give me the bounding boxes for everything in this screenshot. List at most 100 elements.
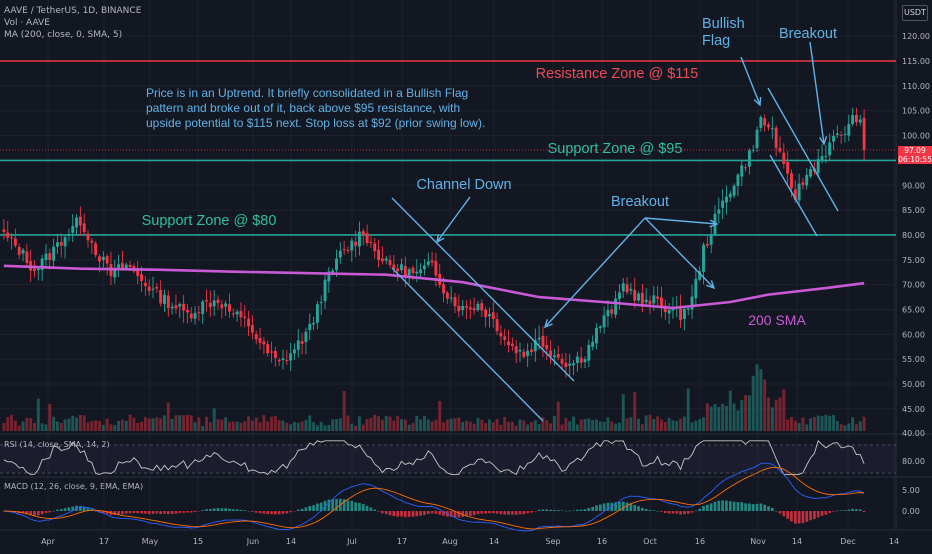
- macd-histogram-bar: [553, 509, 556, 511]
- volume-bar: [151, 418, 155, 431]
- candle-body: [365, 233, 369, 244]
- macd-histogram-bar: [220, 508, 224, 511]
- macd-histogram-bar: [683, 511, 686, 515]
- macd-histogram-bar: [174, 511, 178, 514]
- macd-histogram-bar: [583, 509, 587, 511]
- volume-bar: [90, 421, 94, 431]
- macd-histogram-bar: [587, 507, 591, 511]
- volume-bar: [94, 420, 98, 431]
- candle-body: [231, 313, 235, 315]
- volume-bar: [442, 422, 446, 431]
- volume-bar: [499, 424, 503, 431]
- candle-body: [48, 253, 52, 260]
- candle-body: [656, 296, 660, 299]
- volume-bar: [533, 420, 537, 431]
- candle-body: [273, 350, 277, 359]
- macd-histogram-bar: [132, 511, 136, 514]
- volume-bar: [663, 422, 667, 431]
- candle-body: [220, 304, 224, 309]
- candle-body: [403, 266, 407, 278]
- macd-histogram-bar: [277, 511, 281, 515]
- macd-histogram-bar: [579, 509, 583, 511]
- candle-body: [751, 149, 755, 151]
- volume-bar: [285, 422, 289, 431]
- candle-body: [518, 349, 522, 352]
- candle-body: [342, 249, 346, 251]
- volume-bar: [10, 414, 14, 431]
- candle-body: [491, 312, 495, 319]
- candle-body: [155, 287, 159, 289]
- candle-body: [193, 312, 197, 319]
- volume-bar: [201, 425, 205, 431]
- macd-histogram-bar: [828, 511, 832, 514]
- volume-bar: [178, 415, 182, 431]
- candle-body: [350, 240, 354, 251]
- candle-body: [6, 232, 10, 238]
- volume-bar: [308, 415, 312, 431]
- candle-body: [828, 142, 832, 156]
- volume-bar: [468, 421, 472, 431]
- volume-bar: [549, 423, 553, 431]
- macd-histogram-bar: [468, 511, 472, 516]
- macd-histogram-bar: [396, 511, 400, 517]
- candle-body: [728, 193, 732, 198]
- macd-histogram-bar: [105, 511, 109, 514]
- candle-body: [55, 242, 59, 247]
- volume-bar: [484, 423, 488, 431]
- macd-histogram-bar: [147, 511, 151, 515]
- volume-bar: [342, 391, 346, 431]
- volume-bar: [747, 395, 751, 431]
- macd-histogram-bar: [308, 505, 312, 511]
- candle-body: [25, 251, 29, 263]
- volume-bar: [182, 415, 186, 431]
- candle-body: [663, 305, 667, 313]
- volume-legend: Vol · AAVE: [4, 18, 50, 28]
- price-tick-label: 70.00: [902, 281, 925, 290]
- macd-histogram-bar: [652, 510, 656, 511]
- macd-histogram-bar: [503, 511, 507, 515]
- candle-body: [629, 288, 633, 291]
- macd-histogram-bar: [358, 502, 361, 511]
- volume-bar: [438, 400, 442, 431]
- volume-bar: [679, 418, 683, 431]
- macd-histogram-bar: [476, 511, 480, 515]
- volume-bar: [839, 424, 843, 431]
- macd-histogram-bar: [721, 500, 724, 511]
- volume-bar: [568, 421, 572, 431]
- volume-bar: [480, 419, 484, 431]
- candle-body: [507, 341, 511, 346]
- macd-histogram-bar: [839, 510, 843, 511]
- macd-histogram-bar: [641, 507, 644, 511]
- macd-histogram-bar: [858, 509, 862, 511]
- volume-bar: [751, 375, 755, 431]
- currency-button[interactable]: USDT: [902, 5, 928, 21]
- ma-legend: MA (200, close, 0, SMA, 5): [4, 30, 123, 40]
- macd-histogram-bar: [793, 511, 797, 524]
- macd-histogram-bar: [216, 508, 220, 511]
- volume-bar: [824, 414, 828, 431]
- candle-body: [136, 269, 140, 276]
- macd-tick-label: 5.00: [902, 486, 920, 495]
- sma-label-line: 200 SMA: [748, 312, 806, 328]
- candle-body: [434, 261, 438, 276]
- macd-histogram-bar: [698, 508, 702, 511]
- candle-body: [384, 258, 388, 261]
- volume-bar: [579, 419, 583, 431]
- candle-body: [499, 332, 503, 337]
- macd-histogram-bar: [461, 511, 465, 517]
- candle-body: [250, 325, 254, 333]
- candle-body: [17, 246, 21, 255]
- price-tick-label: 100.00: [902, 132, 930, 141]
- macd-histogram-bar: [426, 511, 430, 514]
- rsi-band: [0, 445, 896, 473]
- macd-histogram-bar: [847, 509, 851, 511]
- volume-bar: [319, 422, 323, 431]
- candle-body: [767, 124, 770, 128]
- macd-histogram-bar: [63, 508, 67, 511]
- candle-body: [568, 363, 572, 366]
- volume-bar: [652, 419, 656, 431]
- volume-bar: [491, 422, 495, 431]
- volume-bar: [33, 423, 36, 431]
- macd-histogram-bar: [472, 511, 476, 516]
